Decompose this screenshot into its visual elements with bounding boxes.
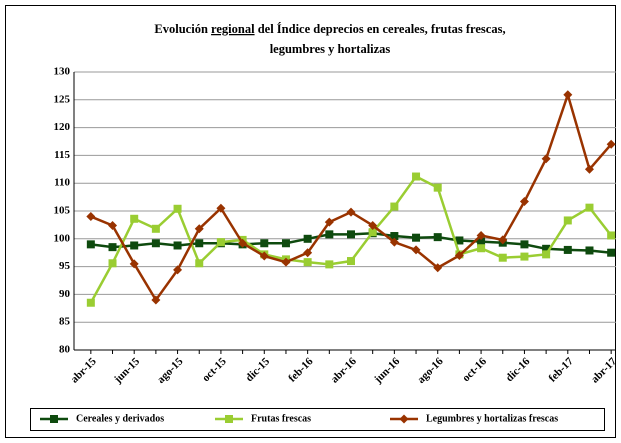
point: [129, 259, 139, 269]
point: [498, 235, 508, 245]
point: [454, 250, 464, 260]
point: [324, 217, 334, 227]
point: [476, 230, 486, 240]
point: [563, 245, 572, 254]
point: [216, 238, 225, 247]
y-tick-label: 110: [54, 177, 70, 189]
point: [563, 216, 572, 225]
point: [368, 220, 378, 230]
point: [390, 232, 399, 241]
point: [607, 248, 616, 257]
title-part: Evolución: [154, 22, 208, 36]
point: [195, 259, 204, 268]
legend-label: Legumbres y hortalizas frescas: [426, 413, 558, 424]
title-part: regional: [211, 22, 255, 36]
point: [108, 243, 117, 252]
y-tick-label: 95: [59, 260, 71, 272]
legend-label: Cereales y derivados: [76, 413, 164, 424]
point: [411, 245, 421, 255]
point: [433, 233, 442, 242]
point: [173, 265, 183, 275]
point: [390, 202, 399, 211]
point: [346, 207, 356, 217]
point: [389, 237, 399, 247]
point: [368, 228, 377, 237]
point: [108, 259, 117, 268]
y-tick-label: 115: [54, 149, 70, 161]
point: [259, 251, 269, 261]
point: [108, 220, 118, 230]
point: [281, 239, 290, 248]
y-tick-label: 80: [59, 344, 71, 356]
point: [519, 197, 529, 207]
point: [433, 183, 442, 192]
point: [173, 204, 182, 213]
point: [542, 250, 551, 259]
point: [520, 252, 529, 261]
chart-title: Evolución regional del Índice deprecios …: [154, 22, 505, 36]
y-tick-label: 125: [54, 93, 71, 105]
y-tick-label: 90: [59, 288, 71, 300]
point: [477, 244, 486, 253]
point: [303, 248, 313, 258]
point: [151, 224, 160, 233]
point: [498, 253, 507, 262]
point: [607, 231, 616, 240]
point: [151, 295, 161, 305]
y-tick-label: 120: [54, 121, 71, 133]
point: [541, 154, 551, 164]
point: [412, 233, 421, 242]
y-tick-label: 130: [54, 66, 71, 78]
point: [584, 164, 594, 174]
point: [585, 246, 594, 255]
legend-marker: [399, 414, 409, 424]
point: [86, 212, 96, 222]
point: [347, 257, 355, 266]
legend-label: Frutas frescas: [251, 413, 311, 424]
legend-box: [30, 408, 605, 431]
chart-border: [5, 5, 616, 438]
point: [347, 230, 355, 239]
point: [520, 240, 529, 249]
point: [151, 239, 160, 248]
point: [173, 241, 182, 250]
point: [325, 260, 334, 269]
chart-title: legumbres y hortalizas: [270, 42, 391, 56]
point: [238, 238, 248, 248]
legend-marker: [50, 415, 58, 423]
point: [86, 298, 95, 307]
point: [195, 239, 204, 248]
point: [260, 239, 269, 248]
point: [130, 241, 139, 250]
point: [455, 236, 464, 245]
point: [325, 230, 334, 239]
point: [563, 90, 573, 100]
point: [86, 240, 95, 249]
point: [130, 214, 139, 223]
point: [281, 257, 291, 267]
legend-marker: [225, 415, 233, 423]
point: [542, 244, 551, 253]
point: [216, 203, 226, 213]
title-part: del Índice deprecios en cereales, frutas…: [258, 22, 506, 36]
point: [477, 237, 486, 246]
point: [585, 203, 594, 212]
point: [303, 258, 312, 267]
point: [433, 263, 443, 273]
point: [303, 234, 312, 243]
y-tick-label: 105: [54, 205, 71, 217]
point: [412, 172, 421, 181]
y-tick-label: 100: [54, 232, 71, 244]
point: [606, 139, 616, 149]
point: [194, 224, 204, 234]
y-tick-label: 85: [59, 316, 71, 328]
